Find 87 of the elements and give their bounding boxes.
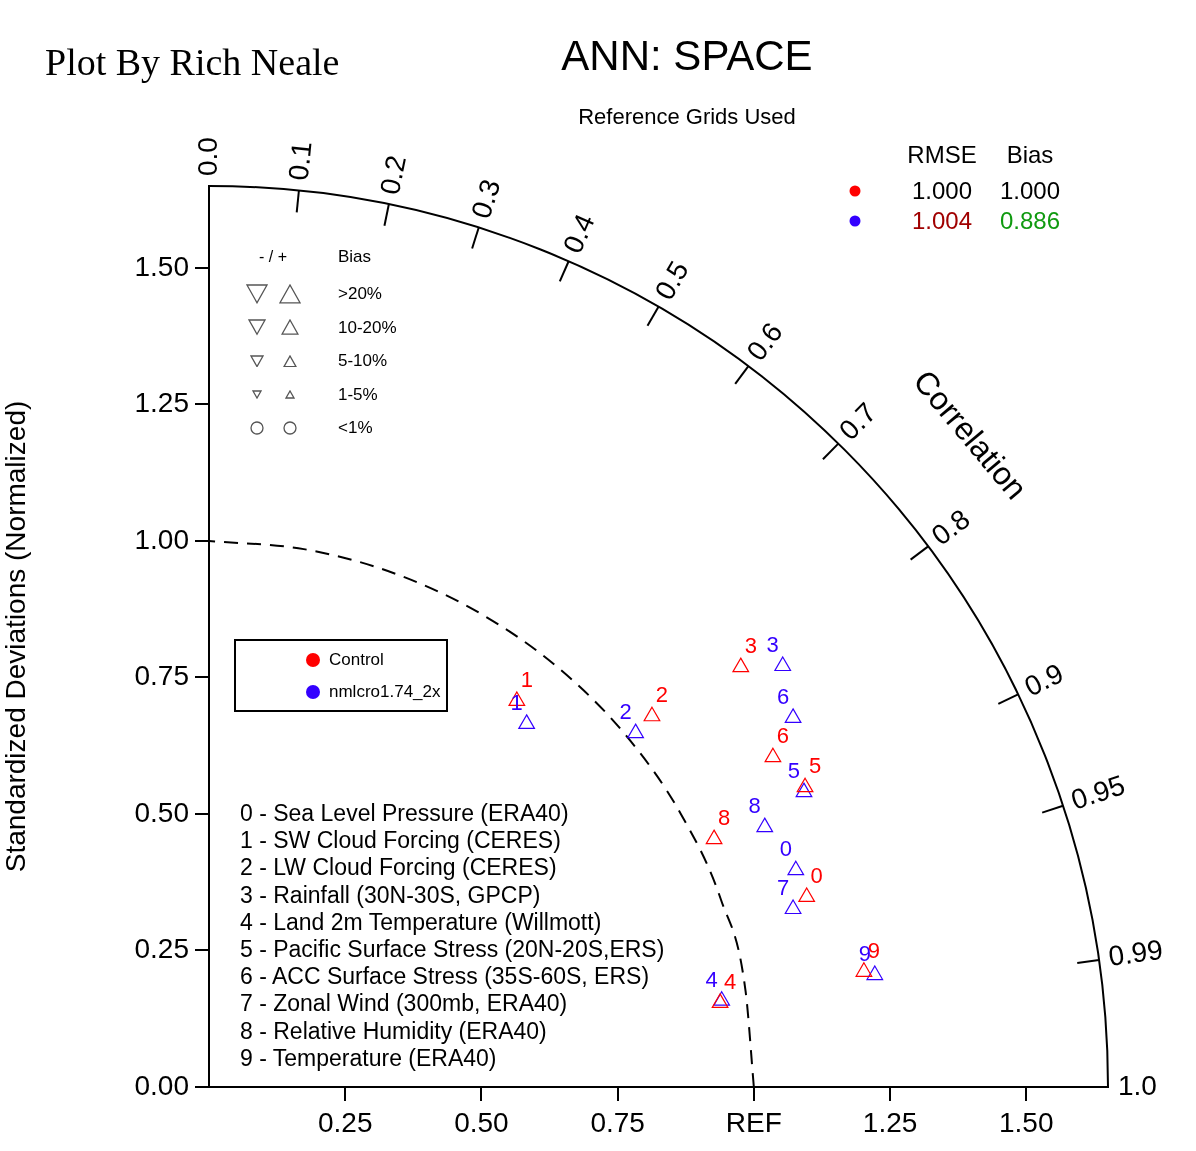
annotation: 8 - Relative Humidity (ERA40) xyxy=(240,1017,547,1045)
legend-label: nmlcro1.74_2x xyxy=(329,682,441,702)
annotation: >20% xyxy=(338,284,382,304)
annotation: 0 xyxy=(779,836,792,862)
annotation: 6 xyxy=(776,683,790,709)
point xyxy=(866,965,884,981)
y-tick-label: 1.50 xyxy=(134,250,189,282)
annotation: 0.5 xyxy=(648,255,695,305)
annotation: 0.7 xyxy=(832,396,883,447)
point xyxy=(795,782,813,798)
y-tick-label: 1.25 xyxy=(134,387,189,419)
annotation: 4 xyxy=(705,966,718,992)
chart-subtitle: Reference Grids Used xyxy=(578,104,796,130)
x-tick-label: 0.50 xyxy=(454,1106,509,1138)
x-tick-label: 0.75 xyxy=(590,1106,645,1138)
point xyxy=(798,887,816,903)
annotation: 5 - Pacific Surface Stress (20N-20S,ERS) xyxy=(240,935,665,963)
y-axis-title: Standardized Deviations (Normalized) xyxy=(0,400,31,873)
x-tick-label: 1.25 xyxy=(862,1106,918,1138)
annotation: 2 xyxy=(655,682,669,708)
annotation: Bias xyxy=(338,247,372,267)
x-tick-label: 1.50 xyxy=(999,1106,1054,1138)
point xyxy=(756,817,774,833)
annotation: 6 - ACC Surface Stress (35S-60S, ERS) xyxy=(240,962,650,990)
legend-label: Control xyxy=(329,650,384,670)
annotation: 0.8 xyxy=(925,503,976,552)
annotation: 0 - Sea Level Pressure (ERA40) xyxy=(240,799,569,827)
annotation: 5 xyxy=(808,753,822,779)
annotation: 0.2 xyxy=(373,152,413,198)
annotation: 5-10% xyxy=(338,351,388,371)
point xyxy=(764,747,782,763)
annotation: 1.000 xyxy=(999,177,1061,205)
annotation: <1% xyxy=(338,418,373,438)
annotation: 8 xyxy=(717,805,731,831)
annotation: 7 - Zonal Wind (300mb, ERA40) xyxy=(240,989,568,1017)
point xyxy=(627,723,645,739)
annotation: 6 xyxy=(776,723,790,749)
point xyxy=(784,899,802,915)
annotation: 10-20% xyxy=(338,317,397,338)
point xyxy=(787,860,805,876)
text: 0.0 xyxy=(191,137,223,176)
annotation: 8 xyxy=(748,793,761,819)
annotation: 0.95 xyxy=(1067,769,1129,816)
annotation: 0 xyxy=(810,863,823,889)
annotation: 4 xyxy=(723,968,737,994)
annotation: - / + xyxy=(258,248,288,266)
annotation: 0.9 xyxy=(1019,657,1069,703)
y-tick-label: 0.75 xyxy=(134,660,189,692)
y-tick-label: 0.50 xyxy=(134,796,189,828)
annotation: 1-5% xyxy=(338,384,378,405)
annotation: 0.886 xyxy=(999,207,1061,235)
y-tick-label: 0.00 xyxy=(134,1069,189,1101)
annotation: 3 xyxy=(744,633,757,659)
annotation: 2 - LW Cloud Forcing (CERES) xyxy=(240,853,557,881)
annotation: 3 - Rainfall (30N-30S, GPCP) xyxy=(240,881,541,909)
annotation: 0.4 xyxy=(556,209,601,258)
annotation: 9 - Temperature (ERA40) xyxy=(240,1044,497,1072)
annotation: 4 - Land 2m Temperature (Willmott) xyxy=(240,908,602,936)
annotation: 5 xyxy=(787,758,801,784)
text: 0.1 xyxy=(282,140,318,182)
point xyxy=(518,714,536,729)
annotation: 2 xyxy=(619,699,632,725)
annotation: 1 - SW Cloud Forcing (CERES) xyxy=(240,826,561,854)
chart-title: ANN: SPACE xyxy=(561,32,813,80)
point xyxy=(705,829,723,845)
text: 1.0 xyxy=(1118,1069,1157,1101)
annotation: 3 xyxy=(766,632,779,658)
y-tick-label: 1.00 xyxy=(134,523,189,555)
annotation: 0.6 xyxy=(740,316,789,367)
x-tick-label: REF xyxy=(725,1106,782,1138)
annotation: 7 xyxy=(776,875,790,901)
text: Bias xyxy=(1006,141,1054,169)
annotation: 1.000 xyxy=(911,177,973,205)
x-tick-label: 0.25 xyxy=(317,1106,373,1138)
annotation: 0.99 xyxy=(1106,933,1165,973)
point xyxy=(855,962,873,977)
text: RMSE xyxy=(907,141,977,169)
y-tick-label: 0.25 xyxy=(134,933,189,965)
text: Plot By Rich Neale xyxy=(45,40,340,84)
point xyxy=(784,708,802,723)
point xyxy=(643,706,661,722)
point xyxy=(796,777,814,793)
annotation: 0.3 xyxy=(465,175,507,223)
annotation: 1 xyxy=(520,667,533,692)
point xyxy=(732,657,750,673)
annotation: 1.004 xyxy=(911,207,973,235)
point xyxy=(774,656,792,672)
